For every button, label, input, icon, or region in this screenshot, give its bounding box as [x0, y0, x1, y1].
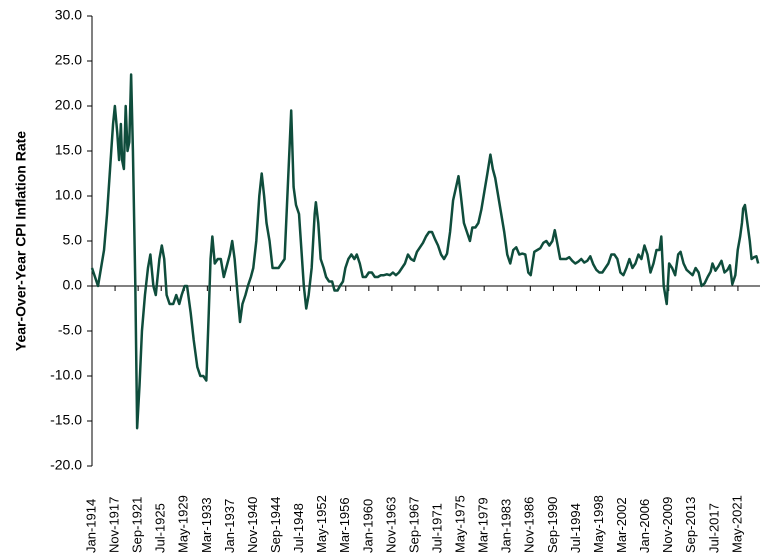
x-tick-label: Nov-1963	[383, 497, 398, 553]
y-tick-label: 5.0	[63, 232, 83, 248]
x-tick-label: Nov-2009	[660, 497, 675, 553]
y-tick-label: -10.0	[50, 367, 82, 383]
x-tick-label: Jan-1914	[83, 499, 98, 553]
x-tick-label: Jan-1937	[222, 499, 237, 553]
x-tick-label: Jan-1983	[499, 499, 514, 553]
y-tick-label: 30.0	[55, 7, 82, 23]
y-axis-title: Year-Over-Year CPI Inflation Rate	[13, 131, 29, 351]
x-tick-label: Jan-1960	[360, 499, 375, 553]
x-tick-label: Jul-1971	[429, 503, 444, 553]
x-tick-label: May-1998	[591, 495, 606, 553]
x-tick-label: Jul-2017	[706, 503, 721, 553]
x-tick-label: Nov-1986	[522, 497, 537, 553]
x-tick-label: Mar-1979	[476, 497, 491, 553]
x-tick-label: Jul-1925	[153, 503, 168, 553]
x-tick-label: Mar-1956	[337, 497, 352, 553]
x-tick-label: May-2021	[729, 495, 744, 553]
x-tick-label: Jul-1994	[568, 503, 583, 553]
y-tick-label: -20.0	[50, 457, 82, 473]
x-tick-label: Mar-1933	[199, 497, 214, 553]
y-tick-label: 10.0	[55, 187, 82, 203]
x-tick-label: May-1952	[314, 495, 329, 553]
x-tick-label: Sep-1967	[406, 497, 421, 553]
x-tick-label: Mar-2002	[614, 497, 629, 553]
y-tick-label: 25.0	[55, 52, 82, 68]
x-tick-label: Nov-1917	[107, 497, 122, 553]
line	[90, 73, 760, 430]
x-tick-label: Sep-1921	[130, 497, 145, 553]
y-tick-label: 15.0	[55, 142, 82, 158]
y-tick-label: -15.0	[50, 412, 82, 428]
x-tick-label: Jul-1948	[291, 503, 306, 553]
y-tick-label: 20.0	[55, 97, 82, 113]
x-tick-label: May-1929	[176, 495, 191, 553]
x-tick-label: Sep-1944	[268, 497, 283, 553]
x-tick-label: Sep-1990	[545, 497, 560, 553]
y-tick-label: -5.0	[58, 322, 82, 338]
x-tick-label: Jan-2006	[637, 499, 652, 553]
x-tick-label: Nov-1940	[245, 497, 260, 553]
x-tick-label: Sep-2013	[683, 497, 698, 553]
y-tick-label: 0.0	[63, 277, 83, 293]
x-tick-label: May-1975	[453, 495, 468, 553]
